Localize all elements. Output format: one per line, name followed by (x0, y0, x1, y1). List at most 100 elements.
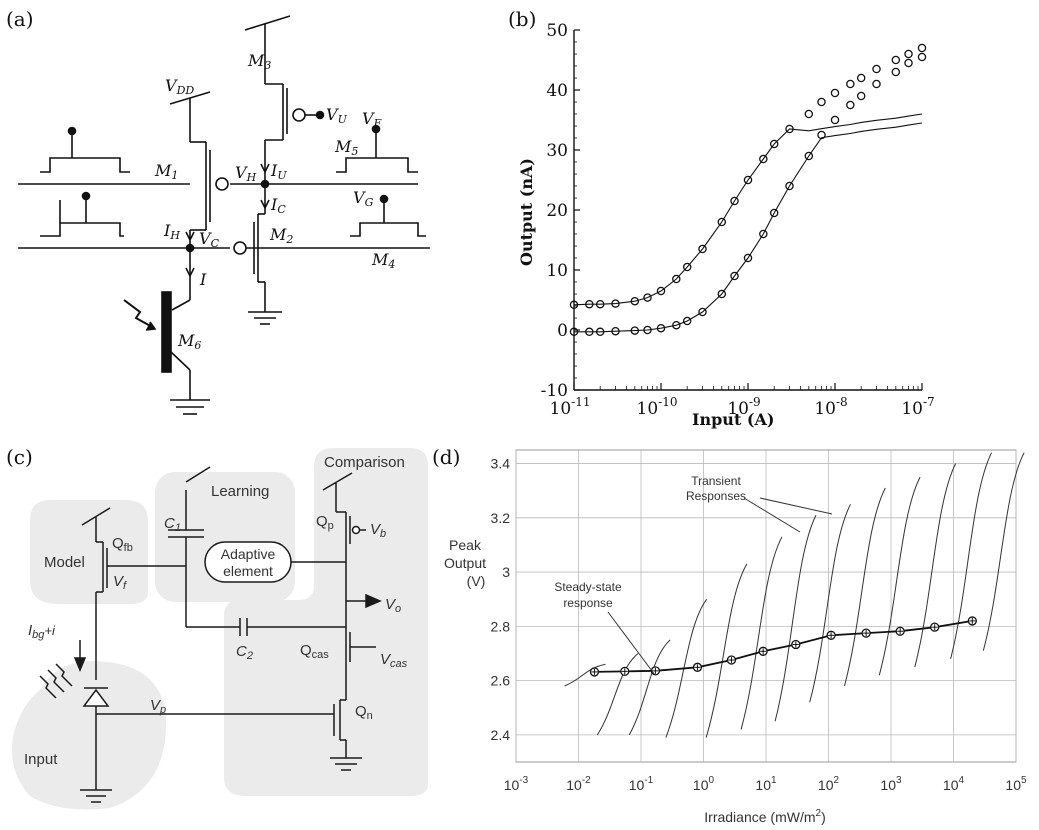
chart-b-point (830, 88, 840, 98)
iu-label: IU (270, 161, 287, 182)
chart-b-point (569, 327, 579, 337)
chart-b-point (872, 64, 881, 74)
vf-label-c: Vf (113, 573, 127, 592)
chart-d-xtick-label: 10-1 (629, 775, 654, 793)
learning-label: Learning (211, 483, 269, 500)
chart-d-ytick-label: 2.8 (491, 618, 511, 634)
m5-label: M5 (334, 137, 358, 158)
chart-d-ytick-label: 3 (502, 564, 510, 580)
panel-c-tag: (c) (6, 445, 33, 469)
panel-c-labels: Model Learning Comparison Input Adaptive… (24, 454, 408, 768)
vf-label: VF (362, 109, 382, 130)
vc-label: VC (199, 229, 220, 250)
chart-b-xtick-label: 10-11 (550, 395, 591, 419)
chart-b-point (717, 217, 727, 227)
chart-b-point (698, 307, 707, 317)
chart-d-steady-line (594, 620, 973, 673)
transient-annotation-line1: Transient (691, 474, 741, 488)
chart-b-fit-line (573, 113, 923, 306)
chart-b-ytick-label: 30 (546, 141, 568, 161)
chart-b-point (872, 79, 881, 89)
chart-b-point (743, 175, 753, 185)
ih-label: IH (163, 221, 180, 242)
vdd-label: VDD (165, 76, 194, 97)
chart-d-transient-curve (809, 504, 851, 703)
chart-d-transient-curve (665, 598, 708, 738)
chart-d-ytick-label: 2.6 (491, 673, 511, 689)
chart-b-ylabel: Output (nA) (517, 158, 536, 266)
input-label: Input (24, 751, 58, 768)
chart-b-point (769, 208, 779, 218)
chart-b-point (611, 326, 620, 336)
chart-d: 10-3 10-2 10-1 100 101 102 103 104 105 3.4 3.2 3 2.8… (491, 449, 1027, 793)
chart-d-xlabel: Irradiance (mW/m2) (704, 808, 825, 825)
model-label: Model (44, 554, 85, 571)
chart-d-ylabel-line2: Output (444, 555, 486, 571)
chart-d-transient-curve (844, 487, 886, 687)
chart-d-ylabel-line1: Peak (449, 537, 482, 553)
chart-b-point (917, 43, 927, 53)
chart-b-point (891, 67, 901, 77)
chart-b-point (682, 262, 692, 272)
chart-d-annotation-arrow (607, 611, 656, 676)
comparison-label: Comparison (324, 454, 405, 471)
vcas-label: Vcas (380, 651, 408, 670)
vo-label: Vo (385, 596, 401, 615)
chart-d-xtick-label: 10-2 (566, 775, 591, 793)
chart-b-point (698, 244, 707, 254)
chart-d-ytick-label: 3.4 (491, 456, 511, 472)
adaptive-element-line2: element (223, 563, 273, 579)
chart-d-transient-curve (740, 536, 783, 730)
chart-b-point (643, 293, 652, 302)
comparison-region (224, 448, 428, 796)
panel-c: (c) (6, 445, 428, 810)
chart-b-xtick-label: 10-10 (637, 395, 678, 419)
chart-b-point (769, 139, 779, 149)
chart-d-annotation-arrow (759, 497, 833, 515)
chart-b-ytick-label: 10 (546, 261, 568, 281)
vb-label: Vb (370, 521, 386, 540)
panel-a: (a) (6, 7, 430, 415)
chart-b-point (682, 316, 692, 326)
vu-label: VU (326, 105, 348, 126)
chart-d-ylabel-line3: (V) (467, 573, 486, 589)
chart-d-ytick-label: 2.4 (491, 727, 511, 743)
chart-d-transient-curve (878, 476, 921, 676)
chart-b-point (856, 73, 866, 83)
vp-label: Vp (150, 697, 166, 716)
c1-label: C1 (164, 515, 181, 534)
chart-d-annotation-arrow (743, 497, 801, 533)
chart-b-ytick-label: 50 (546, 21, 568, 41)
chart-b-point (585, 299, 594, 309)
chart-d-transient-curve (564, 663, 606, 687)
chart-b-point (630, 296, 640, 306)
chart-d-xtick-label: 104 (943, 775, 965, 793)
chart-b-point (759, 229, 768, 239)
vh-label: VH (235, 163, 257, 184)
chart-b-series-1 (569, 52, 927, 337)
i-label: I (199, 270, 207, 289)
chart-b-fit-line (574, 122, 923, 333)
chart-b-series-0 (569, 43, 927, 310)
chart-b-point (904, 58, 913, 68)
model-region (30, 499, 148, 604)
panel-b-tag: (b) (508, 7, 536, 31)
chart-d-ylabel: Peak Output (V) (444, 537, 486, 589)
chart-b-point (595, 299, 605, 309)
vg-label: VG (353, 188, 374, 209)
chart-b-point (817, 130, 826, 140)
chart-b-point (643, 325, 652, 335)
chart-b-point (817, 97, 826, 107)
adaptive-element-line1: Adaptive (221, 546, 276, 562)
chart-d-xtick-label: 102 (818, 775, 840, 793)
chart-b-xtick-label: 10-9 (727, 395, 760, 419)
chart-b-point (672, 274, 681, 284)
chart-b-xtick-label: 10-7 (901, 395, 934, 419)
chart-b-xtick-label: 10-8 (814, 395, 847, 419)
steady-annotation-line1: Steady-state (554, 580, 622, 594)
qfb-label: Qfb (112, 535, 133, 554)
qcas-label: Qcas (300, 642, 329, 661)
ibg-label: Ibg+i (28, 622, 56, 641)
chart-d-transient-curve (596, 653, 639, 736)
